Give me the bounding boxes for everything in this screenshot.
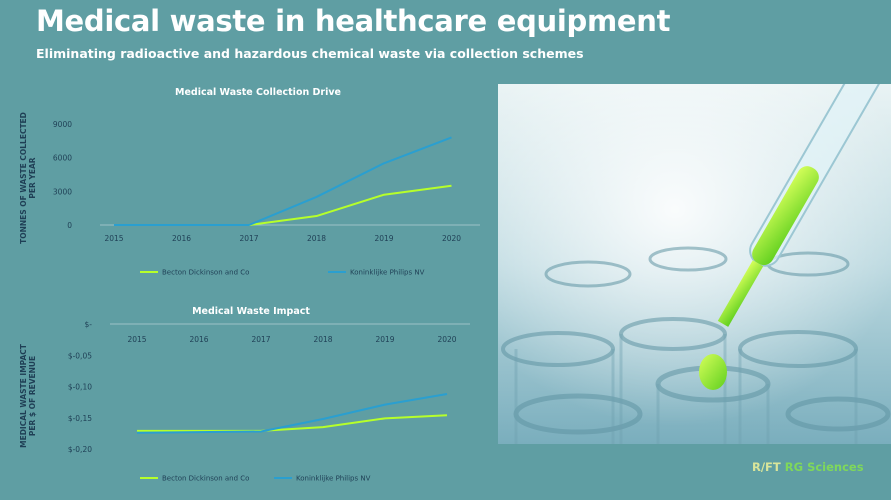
x-tick-label: 2019: [374, 234, 393, 243]
x-tick-label: 2020: [442, 234, 461, 243]
legend-label: Becton Dickinson and Co: [162, 269, 249, 277]
page-subtitle: Eliminating radioactive and hazardous ch…: [36, 46, 584, 61]
y-tick-label: 6000: [53, 154, 72, 163]
page-title: Medical waste in healthcare equipment: [36, 4, 671, 38]
y-tick-label: $-0,15: [68, 414, 92, 423]
y-axis-label: TONNES OF WASTE COLLECTEDPER YEAR: [19, 112, 37, 244]
series-line-philips: [114, 136, 452, 226]
x-tick-label: 2018: [313, 335, 332, 344]
y-axis-label: MEDICAL WASTE IMPACTPER $ OF REVENUE: [19, 343, 37, 448]
legend-label: Koninklijke Philips NV: [296, 475, 371, 483]
y-tick-label: $-: [85, 320, 93, 329]
x-tick-label: 2015: [127, 335, 146, 344]
y-tick-label: 3000: [53, 187, 72, 196]
x-tick-label: 2017: [239, 234, 258, 243]
x-tick-label: 2016: [172, 234, 191, 243]
legend-label: Koninklijke Philips NV: [350, 269, 425, 277]
brand-logo: R/FT RG Sciences: [752, 460, 864, 474]
y-tick-label: $-0,20: [68, 445, 92, 454]
x-tick-label: 2020: [437, 335, 456, 344]
test-tubes-photo: [498, 84, 891, 444]
legend-label: Becton Dickinson and Co: [162, 475, 249, 483]
series-line-philips: [136, 393, 448, 434]
chart-title: Medical Waste Impact: [192, 306, 310, 317]
series-line-becton-dickinson: [137, 414, 448, 432]
chart-title: Medical Waste Collection Drive: [175, 87, 341, 98]
y-tick-label: $-0,05: [68, 351, 92, 360]
x-tick-label: 2015: [104, 234, 123, 243]
x-tick-label: 2017: [251, 335, 270, 344]
x-tick-label: 2018: [307, 234, 326, 243]
y-tick-label: 0: [67, 221, 72, 230]
y-tick-label: 9000: [53, 120, 72, 129]
x-tick-label: 2019: [375, 335, 394, 344]
x-tick-label: 2016: [189, 335, 208, 344]
y-tick-label: $-0,10: [68, 383, 92, 392]
